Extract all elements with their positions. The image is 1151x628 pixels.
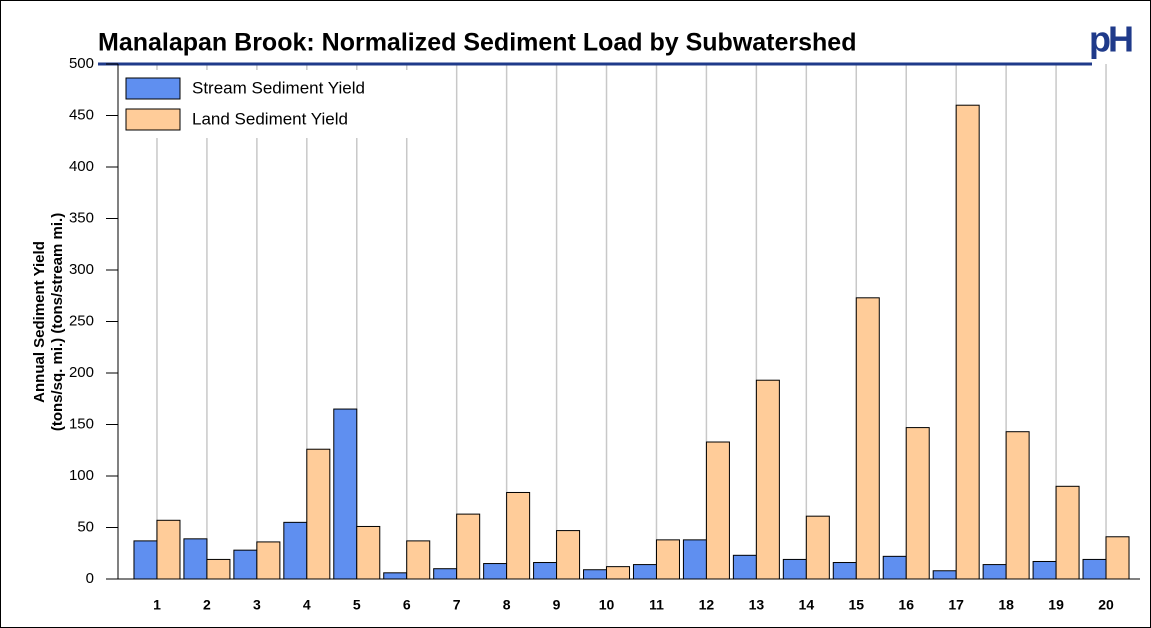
x-tick-label: 14 (799, 597, 815, 613)
legend-label: Land Sediment Yield (192, 109, 348, 128)
chart-title: Manalapan Brook: Normalized Sediment Loa… (98, 29, 856, 57)
y-tick-label: 150 (69, 415, 94, 432)
bar (932, 570, 957, 580)
y-tick-label: 0 (86, 570, 94, 587)
bar (1105, 536, 1130, 580)
y-tick-label: 400 (69, 158, 94, 175)
bar (433, 568, 458, 580)
bar (383, 572, 408, 580)
bar (233, 549, 258, 580)
x-tick-label: 15 (848, 597, 864, 613)
legend-label: Stream Sediment Yield (192, 78, 365, 97)
bar (905, 427, 930, 580)
y-tick-label: 200 (69, 364, 94, 381)
y-tick-label: 100 (69, 467, 94, 484)
bar (682, 539, 707, 580)
legend-swatch (125, 108, 181, 131)
x-tick-label: 11 (649, 597, 664, 613)
bar (705, 441, 730, 580)
bar (882, 555, 907, 580)
legend-swatch (125, 77, 181, 100)
bar (782, 558, 807, 580)
y-tick-label: 350 (69, 209, 94, 226)
bar (606, 566, 631, 580)
bar (156, 519, 181, 580)
bar (456, 513, 481, 580)
bar (283, 521, 308, 580)
bar (805, 515, 830, 580)
logo: pH (1089, 19, 1132, 60)
x-tick-label: 19 (1048, 597, 1064, 613)
bar (732, 554, 757, 580)
x-tick-label: 3 (253, 597, 261, 613)
x-tick-label: 8 (503, 597, 511, 613)
bar (1005, 431, 1030, 580)
bar (356, 525, 381, 580)
x-tick-label: 16 (898, 597, 914, 613)
y-tick-label: 50 (77, 518, 94, 535)
x-tick-label: 7 (453, 597, 461, 613)
bar (556, 530, 581, 580)
x-tick-label: 5 (353, 597, 361, 613)
bar (583, 569, 608, 580)
x-tick-label: 20 (1098, 597, 1114, 613)
bar (206, 558, 231, 580)
x-tick-label: 13 (749, 597, 765, 613)
x-tick-label: 4 (303, 597, 311, 613)
bar (183, 538, 208, 580)
x-tick-label: 12 (699, 597, 715, 613)
bar (483, 563, 508, 580)
y-axis-label: (tons/sq. mi.) (tons/stream mi.) (49, 213, 66, 431)
bar (832, 562, 857, 580)
x-tick-label: 9 (553, 597, 561, 613)
y-tick-label: 300 (69, 261, 94, 278)
bar (855, 297, 880, 580)
bar (632, 564, 657, 580)
bar (1055, 485, 1080, 580)
x-tick-label: 10 (599, 597, 615, 613)
bar (533, 562, 558, 580)
bar (406, 540, 431, 580)
x-tick-label: 17 (948, 597, 964, 613)
bar (755, 379, 780, 580)
bar (133, 540, 158, 580)
bar (1082, 558, 1107, 580)
bar (256, 541, 281, 580)
bar (506, 491, 531, 580)
x-tick-label: 2 (203, 597, 211, 613)
bar (1032, 560, 1057, 580)
x-tick-label: 18 (998, 597, 1014, 613)
y-tick-label: 450 (69, 106, 94, 123)
bar (333, 408, 358, 580)
y-tick-label: 500 (69, 55, 94, 72)
y-axis-label: Annual Sediment Yield (31, 241, 48, 403)
bar (982, 564, 1007, 580)
bar (306, 448, 331, 580)
y-tick-label: 250 (69, 312, 94, 329)
bar (955, 104, 980, 580)
x-tick-label: 6 (403, 597, 411, 613)
x-tick-label: 1 (153, 597, 161, 613)
bar (655, 539, 680, 580)
